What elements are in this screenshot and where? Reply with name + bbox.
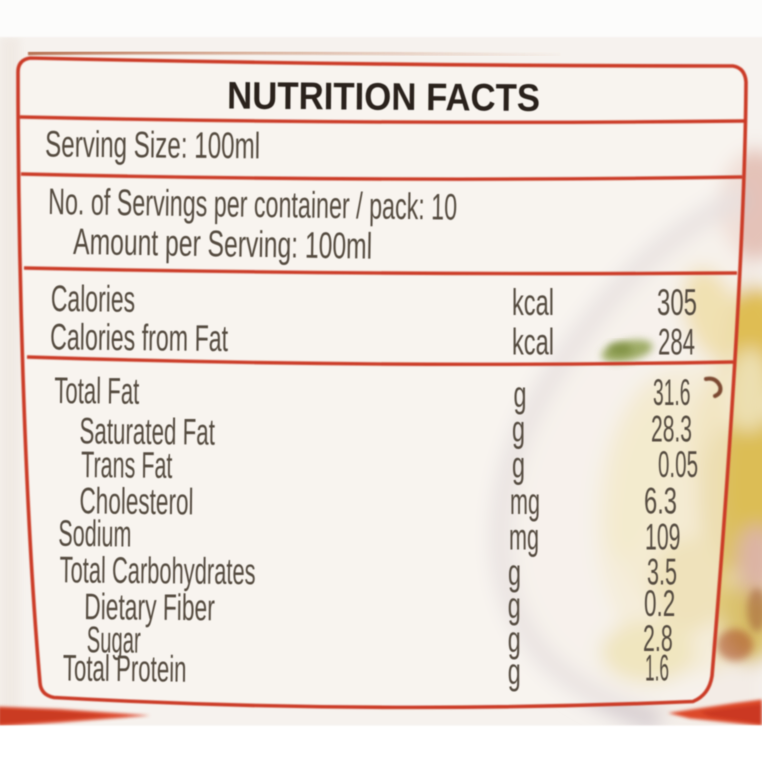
- svg-text:Sugar: Sugar: [87, 619, 141, 661]
- svg-text:No. of Servings per container: No. of Servings per container / pack: 10: [48, 181, 458, 228]
- svg-text:28.3: 28.3: [651, 409, 692, 450]
- svg-text:2.8: 2.8: [643, 618, 673, 659]
- svg-text:g: g: [508, 552, 521, 593]
- svg-text:Amount per Serving: 100ml: Amount per Serving: 100ml: [73, 221, 373, 267]
- svg-text:g: g: [512, 445, 525, 486]
- svg-text:Total Fat: Total Fat: [54, 370, 140, 412]
- svg-text:0.05: 0.05: [658, 444, 698, 485]
- svg-text:305: 305: [657, 282, 697, 323]
- svg-text:NUTRITION FACTS: NUTRITION FACTS: [227, 75, 540, 120]
- svg-text:Cholesterol: Cholesterol: [79, 480, 193, 522]
- svg-text:1.6: 1.6: [645, 648, 669, 689]
- svg-text:109: 109: [645, 516, 681, 557]
- svg-text:Dietary Fiber: Dietary Fiber: [84, 586, 215, 628]
- svg-text:g: g: [508, 585, 521, 626]
- svg-text:g: g: [508, 619, 521, 660]
- svg-text:Calories: Calories: [51, 278, 136, 320]
- svg-text:6.3: 6.3: [644, 480, 677, 521]
- svg-text:kcal: kcal: [512, 321, 554, 362]
- svg-text:Trans Fat: Trans Fat: [81, 444, 173, 486]
- svg-text:Saturated Fat: Saturated Fat: [79, 410, 215, 452]
- svg-text:Total Carbohydrates: Total Carbohydrates: [59, 549, 255, 592]
- svg-text:284: 284: [658, 321, 695, 362]
- svg-text:Sodium: Sodium: [58, 513, 131, 555]
- svg-text:Total Protein: Total Protein: [63, 648, 187, 690]
- svg-text:Calories from Fat: Calories from Fat: [50, 316, 229, 359]
- svg-text:kcal: kcal: [512, 282, 554, 323]
- svg-text:mg: mg: [510, 481, 540, 522]
- svg-text:g: g: [512, 409, 525, 450]
- svg-text:g: g: [508, 651, 521, 692]
- svg-text:g: g: [514, 374, 527, 415]
- svg-text:0.2: 0.2: [644, 583, 675, 624]
- svg-text:Serving Size: 100ml: Serving Size: 100ml: [45, 124, 260, 167]
- svg-text:31.6: 31.6: [653, 372, 691, 413]
- svg-text:mg: mg: [509, 516, 539, 557]
- svg-text:3.5: 3.5: [647, 552, 677, 593]
